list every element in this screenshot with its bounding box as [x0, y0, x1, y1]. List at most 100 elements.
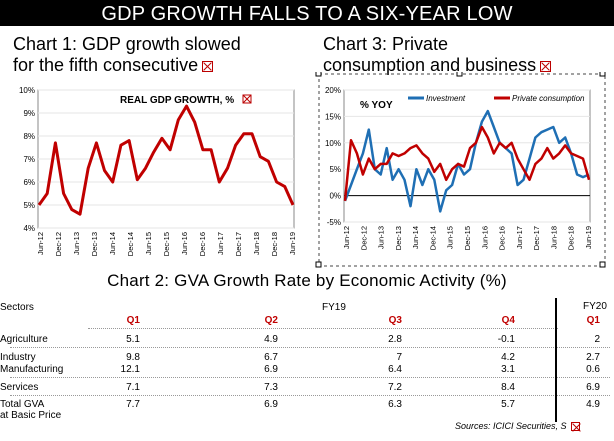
chart3-x-tick-label: Dec-17	[532, 226, 541, 250]
chart3-x-tick-label: Dec-13	[394, 226, 403, 250]
resize-handle[interactable]	[315, 261, 322, 268]
chart3-consumption-investment: -5% 0% 5% 10% 15% 20% Jun-12 Dec-12 Jun-13 Dec-1…	[315, 72, 606, 268]
chart1-y-tick-label: 9%	[23, 109, 35, 118]
chart1-x-tick-label: Jun-13	[72, 232, 81, 255]
table-value: 3.1	[501, 364, 515, 375]
resize-handle[interactable]	[315, 72, 322, 77]
table-value: 5.1	[126, 334, 140, 345]
chart1-gdp-growth: 4% 5% 6% 7% 8% 9% 10% Jun-12 Dec-12 Jun-13 Dec-13…	[19, 86, 297, 256]
chart1-x-tick-label: Dec-16	[198, 232, 207, 256]
resize-handle[interactable]	[599, 72, 606, 77]
chart3-y-tick-label: 20%	[325, 86, 341, 95]
private-consumption-line	[343, 125, 591, 202]
chart1-x-tick-label: Jun-14	[108, 232, 117, 255]
table-header-quarter: Q1	[126, 315, 140, 326]
chart3-x-tick-label: Jun-15	[446, 226, 455, 249]
chart3-unit-label: % YOY	[360, 100, 393, 111]
chart3-x-tick-label: Jun-19	[584, 226, 593, 249]
chart1-y-tick-label: 5%	[23, 201, 35, 210]
gdp-growth-line	[37, 104, 295, 216]
chart1-x-tick-label: Jun-15	[144, 232, 153, 255]
chart3-x-tick-label: Dec-15	[463, 226, 472, 250]
resize-handle[interactable]	[456, 72, 463, 77]
table-value: 2	[594, 334, 600, 345]
chart1-x-tick-label: Dec-17	[234, 232, 243, 256]
fy20-separator	[555, 298, 557, 422]
chart1-x-tick-label: Dec-18	[270, 232, 279, 256]
table-divider	[10, 395, 610, 396]
investment-line	[343, 109, 590, 213]
chart1-x-tick-label: Dec-13	[90, 232, 99, 256]
table-value: 4.2	[501, 352, 515, 363]
table-value: 7.1	[126, 382, 140, 393]
chart3-x-tick-label: Jun-14	[411, 226, 420, 249]
table-value: 6.9	[586, 382, 600, 393]
table-value: 12.1	[120, 364, 140, 375]
table-header-quarter: Q2	[264, 315, 278, 326]
chart3-x-tick-label: Jun-12	[342, 226, 351, 249]
table-value: 7.7	[126, 399, 140, 410]
chart3-y-tick-label: 10%	[325, 139, 341, 148]
table-value: 6.7	[264, 352, 278, 363]
broken-image-icon	[540, 60, 552, 72]
chart1-x-tick-label: Dec-12	[54, 232, 63, 256]
table-value: 5.7	[501, 399, 515, 410]
table-row-label: at Basic Price	[0, 410, 62, 421]
table-row-label: Agriculture	[0, 334, 48, 345]
chart3-x-tick-label: Dec-16	[498, 226, 507, 250]
chart2-title: Chart 2: GVA Growth Rate by Economic Act…	[107, 271, 507, 290]
source-note: Sources: ICICI Securities, S	[455, 421, 580, 432]
table-header-quarter: Q1	[586, 315, 600, 326]
table-divider	[10, 377, 610, 378]
legend-private-consumption: Private consumption	[512, 94, 585, 103]
chart1-x-tick-label: Jun-19	[288, 232, 297, 255]
chart3-x-tick-label: Jun-18	[549, 226, 558, 249]
chart3-legend: Investment Private consumption	[408, 94, 585, 103]
table-value: 7.2	[388, 382, 402, 393]
chart1-y-tick-label: 7%	[23, 155, 35, 164]
chart3-title: Chart 3: Private consumption and busines…	[323, 34, 552, 76]
chart1-y-tick-label: 10%	[19, 86, 35, 95]
broken-image-icon	[570, 422, 580, 432]
table-divider	[10, 347, 610, 348]
table-value: 2.8	[388, 334, 402, 345]
resize-handle[interactable]	[599, 261, 606, 268]
table-row-label: Manufacturing	[0, 364, 64, 375]
table-value: 6.9	[264, 364, 278, 375]
table-value: 7	[396, 352, 402, 363]
chart3-x-tick-label: Jun-13	[377, 226, 386, 249]
chart1-x-tick-label: Jun-17	[216, 232, 225, 255]
chart1-x-tick-label: Jun-12	[36, 232, 45, 255]
table-header-fy19: FY19	[322, 302, 346, 313]
table-value: 2.7	[586, 352, 600, 363]
chart3-y-tick-label: 5%	[329, 165, 341, 174]
chart1-y-tick-label: 8%	[23, 132, 35, 141]
table-value: 4.9	[586, 399, 600, 410]
table-value: 8.4	[501, 382, 515, 393]
chart1-x-tick-label: Dec-14	[126, 232, 135, 256]
chart1-title: Chart 1: GDP growth slowed for the fifth…	[13, 34, 241, 76]
table-value: -0.1	[497, 334, 515, 345]
chart3-title-line2: consumption and business	[323, 55, 552, 76]
chart3-x-tick-label: Jun-17	[515, 226, 524, 249]
table-row-label: Services	[0, 382, 39, 393]
chart3-x-tick-label: Dec-18	[567, 226, 576, 250]
chart1-x-tick-label: Jun-18	[252, 232, 261, 255]
chart1-title-line2-text: for the fifth consecutive	[13, 55, 199, 75]
header-bar: GDP GROWTH FALLS TO A SIX-YEAR LOW	[0, 0, 614, 26]
table-value: 6.4	[388, 364, 402, 375]
chart3-x-tick-label: Dec-14	[428, 226, 437, 250]
chart1-y-tick-label: 6%	[23, 178, 35, 187]
chart3-selection-frame	[318, 73, 606, 267]
table-header-quarter: Q4	[501, 315, 515, 326]
table-value: 6.9	[264, 399, 278, 410]
broken-image-icon	[202, 60, 214, 72]
table-row-label: Industry	[0, 352, 36, 363]
chart1-title-line2: for the fifth consecutive	[13, 55, 241, 76]
table-value: 6.3	[388, 399, 402, 410]
chart1-y-tick-label: 4%	[23, 224, 35, 233]
chart3-y-tick-label: -5%	[327, 218, 341, 227]
chart3-x-tick-label: Dec-12	[359, 226, 368, 250]
broken-image-icon	[242, 94, 252, 104]
chart3-y-tick-label: 15%	[325, 112, 341, 121]
